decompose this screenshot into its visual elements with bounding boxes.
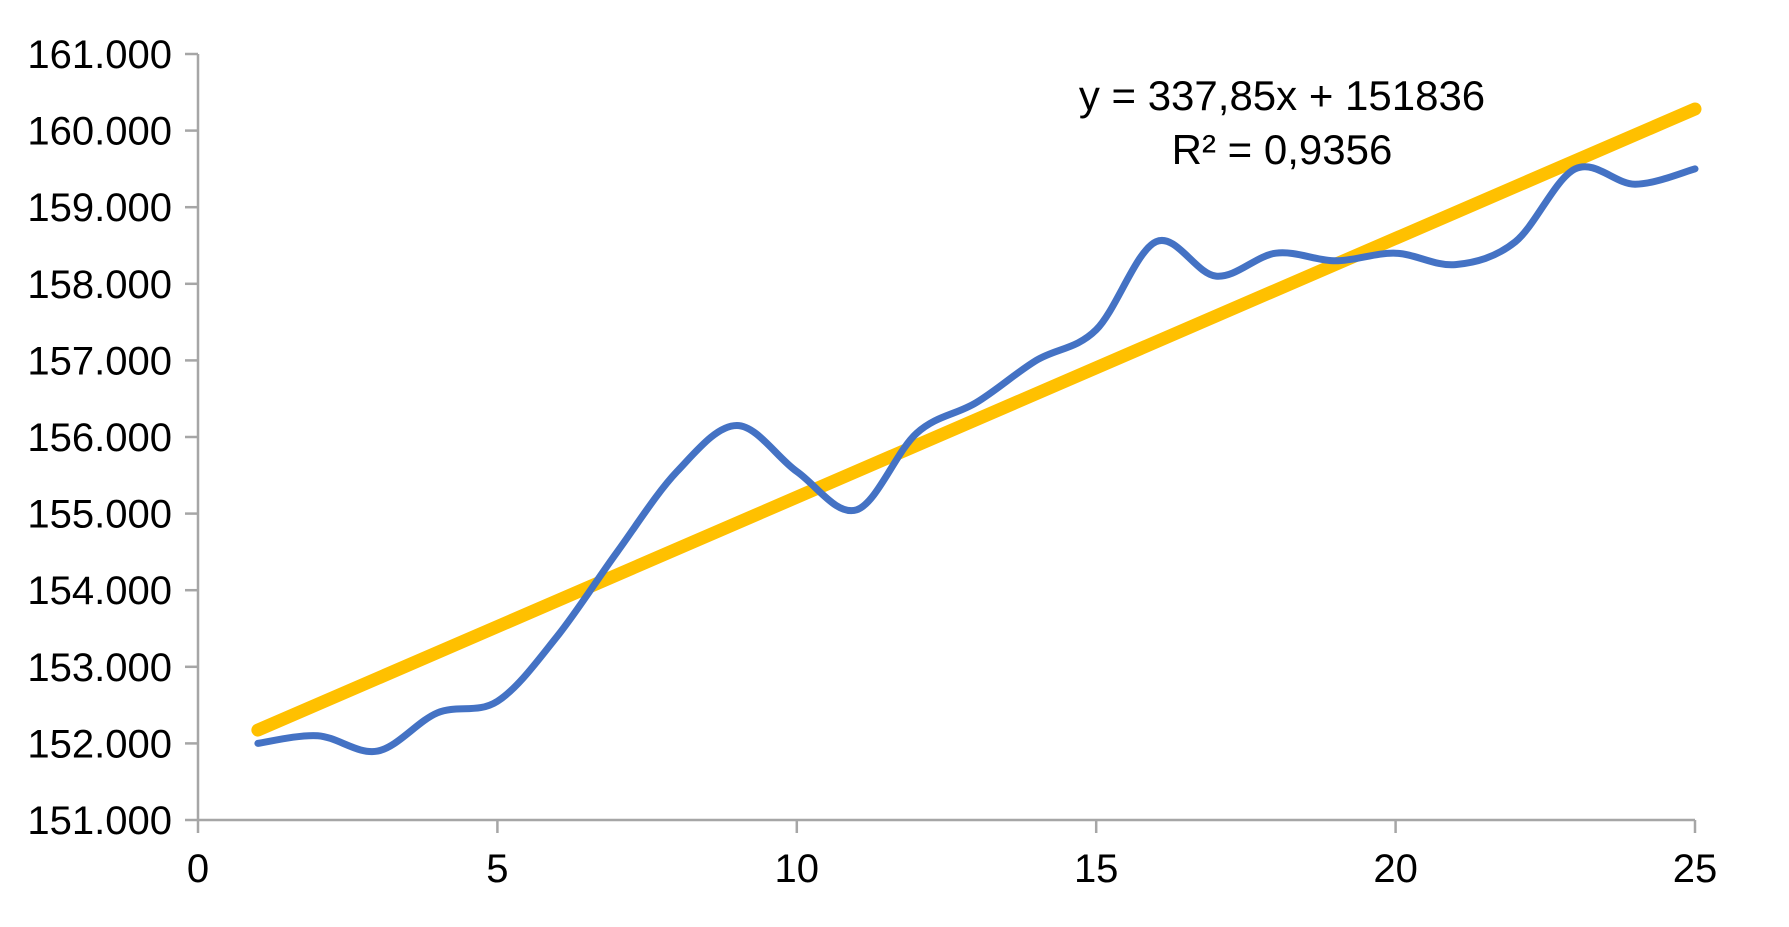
y-axis-tick-label: 151.000 — [27, 799, 172, 843]
y-axis-tick-labels: 151.000 152.000 153.000 154.000 155.000 156.0… — [27, 33, 172, 843]
x-axis-tick-label: 5 — [486, 847, 508, 891]
trendline — [251, 102, 1702, 737]
x-axis-ticks — [196, 820, 1697, 833]
trendline-equation-line1: y = 337,85x + 151836 — [1079, 72, 1485, 119]
x-axis-tick-label: 25 — [1673, 847, 1718, 891]
y-axis-tick-label: 155.000 — [27, 493, 172, 537]
trendline-equation-line2: R² = 0,9356 — [1172, 126, 1393, 173]
x-axis-tick-label: 10 — [775, 847, 820, 891]
y-axis-tick-label: 157.000 — [27, 339, 172, 383]
y-axis-ticks — [185, 52, 198, 822]
x-axis-tick-labels: 0 5 10 15 20 25 — [187, 847, 1717, 891]
x-axis-tick-label: 15 — [1074, 847, 1119, 891]
x-axis-tick-label: 0 — [187, 847, 209, 891]
series-line — [254, 163, 1699, 756]
y-axis-tick-label: 152.000 — [27, 722, 172, 766]
y-axis-tick-label: 160.000 — [27, 110, 172, 154]
y-axis-tick-label: 158.000 — [27, 263, 172, 307]
y-axis-tick-label: 153.000 — [27, 646, 172, 690]
x-axis-tick-label: 20 — [1373, 847, 1418, 891]
y-axis-tick-label: 154.000 — [27, 569, 172, 613]
y-axis-tick-label: 161.000 — [27, 33, 172, 77]
y-axis-tick-label: 159.000 — [27, 186, 172, 230]
y-axis-tick-label: 156.000 — [27, 416, 172, 460]
